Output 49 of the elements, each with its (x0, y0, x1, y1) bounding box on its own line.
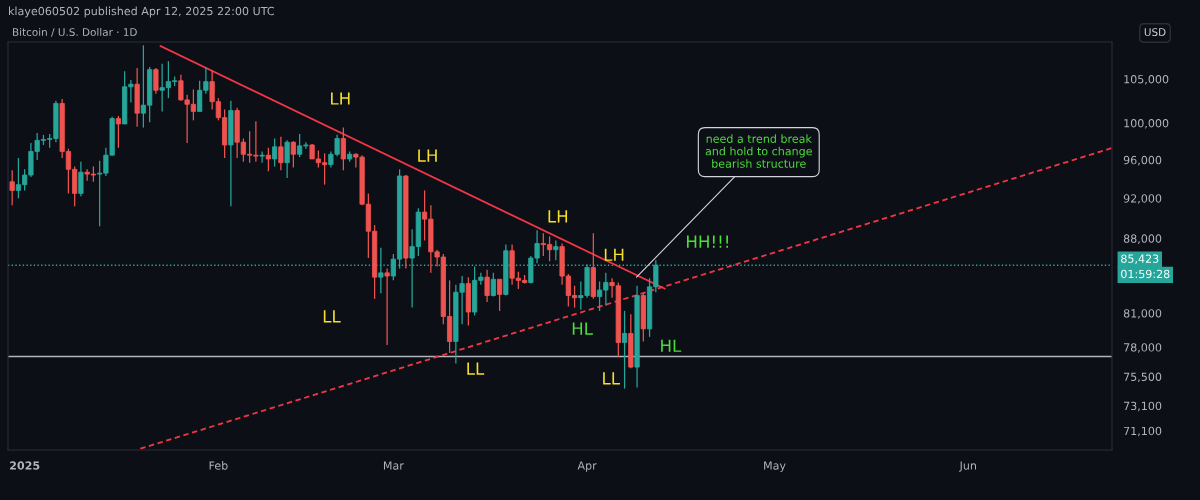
y-tick-label: 73,100 (1124, 401, 1162, 412)
y-tick-label: 96,000 (1123, 155, 1162, 166)
text: 01:59:28 (1121, 269, 1170, 279)
y-tick-label: 81,000 (1123, 309, 1162, 319)
annotation: LH (604, 248, 624, 261)
ref-line-label: 85,423 (1121, 254, 1159, 264)
candlestick (284, 139, 290, 179)
y-tick-label: 75,500 (1124, 372, 1162, 383)
text: USD (1144, 28, 1166, 37)
candlestick (115, 115, 122, 149)
x-tick-label: Apr (577, 461, 597, 472)
y-tick-label: 92,000 (1123, 194, 1162, 204)
x-tick-label: Feb (209, 461, 228, 470)
candlestick (384, 267, 390, 346)
annotation: LL (323, 310, 341, 323)
annotation: LH (331, 92, 350, 105)
text: klaye060502 published Apr 12, 2025 22:00 UTC (9, 6, 274, 18)
candlestick (78, 161, 84, 197)
candlestick (484, 269, 490, 303)
annotation: LL (603, 372, 620, 385)
x-tick-label: Mar (383, 461, 404, 470)
annotation: LL (467, 362, 485, 375)
y-tick-label: 71,100 (1124, 426, 1162, 437)
candlestick (553, 239, 559, 261)
annotation: HL (661, 339, 682, 352)
candlestick (153, 67, 159, 95)
chart-title: Bitcoin / U.S. Dollar · 1D (13, 27, 137, 37)
annotation: HL (572, 322, 593, 335)
y-tick-label: 105,000 (1124, 75, 1169, 85)
candlestick (290, 140, 296, 169)
candlestick (259, 150, 265, 164)
y-tick-label: 88,000 (1123, 234, 1162, 244)
candlestick (9, 169, 15, 206)
candlestick (621, 310, 628, 390)
annotation: HH!!! (687, 235, 728, 248)
x-tick-label: Jun (959, 461, 977, 472)
x-tick-label: May (764, 461, 786, 472)
y-tick-label: 100,000 (1124, 119, 1169, 129)
candlestick (278, 136, 284, 171)
x-tick-label: 2025 (10, 461, 40, 470)
annotation: LH (418, 149, 437, 162)
candlestick (340, 126, 346, 171)
annotation: need a trend break and hold to change bearish structure (705, 134, 812, 168)
y-tick-label: 78,000 (1124, 343, 1162, 353)
candlestick (272, 137, 278, 168)
candlestick (265, 147, 271, 172)
annotation: LH (548, 210, 568, 223)
candlestick (496, 278, 503, 312)
candlestick (490, 272, 496, 298)
